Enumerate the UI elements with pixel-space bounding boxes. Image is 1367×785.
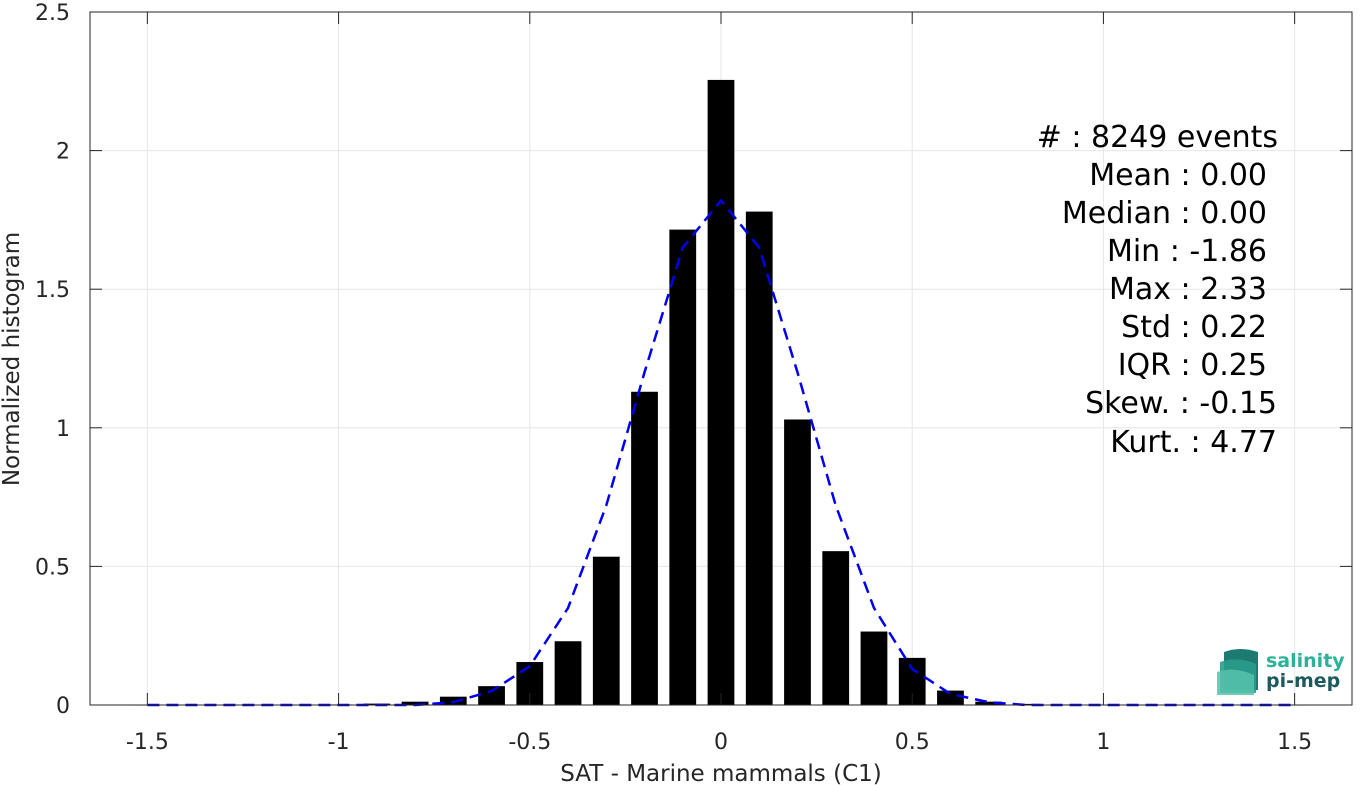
x-tick-label: -0.5	[508, 730, 551, 755]
stat-min: Min : -1.86	[1107, 234, 1267, 269]
histogram-bar	[1013, 703, 1041, 705]
stat-std: Std : 0.22	[1121, 310, 1267, 345]
histogram-bar	[401, 701, 429, 705]
y-axis-ticks: 0 0.5 1 1.5 2 2.5	[35, 1, 1352, 719]
stat-kurt: Kurt. : 4.77	[1110, 425, 1277, 460]
histogram-bar	[439, 696, 467, 705]
histogram-bar	[784, 419, 811, 705]
stat-median: Median : 0.00	[1062, 196, 1267, 231]
salinity-pimep-logo: salinity pi-mep	[1217, 649, 1345, 695]
stat-max: Max : 2.33	[1109, 272, 1267, 307]
histogram-bars	[133, 79, 1309, 706]
histogram-bar	[860, 631, 888, 705]
x-axis-label: SAT - Marine mammals (C1)	[560, 761, 882, 785]
histogram-bar	[937, 690, 964, 705]
histogram-bar	[975, 701, 1003, 705]
y-tick-label: 2	[56, 140, 70, 165]
stat-skew: Skew. : -0.15	[1085, 386, 1277, 421]
x-tick-label: 1.5	[1277, 730, 1312, 755]
y-axis-label: Normalized histogram	[0, 232, 25, 486]
histogram-bar	[478, 686, 505, 705]
histogram-bar	[707, 79, 735, 705]
x-tick-label: 0.5	[895, 730, 930, 755]
y-tick-label: 0	[56, 694, 70, 719]
histogram-bar	[631, 391, 658, 705]
histogram-bar	[822, 551, 850, 705]
stat-mean: Mean : 0.00	[1089, 158, 1267, 193]
y-tick-label: 0.5	[35, 555, 70, 580]
stat-iqr: IQR : 0.25	[1118, 348, 1267, 383]
x-tick-label: 1	[1096, 730, 1110, 755]
x-axis-ticks: -1.5 -1 -0.5 0 0.5 1 1.5	[126, 12, 1312, 755]
histogram-bar	[554, 641, 582, 705]
stat-count: # : 8249 events	[1037, 120, 1278, 155]
x-tick-label: -1	[328, 730, 350, 755]
histogram-bar	[745, 211, 773, 706]
logo-text-pimep: pi-mep	[1266, 670, 1340, 692]
histogram-bar	[669, 229, 697, 706]
logo-text-salinity: salinity	[1266, 650, 1345, 672]
statistics-box: # : 8249 events Mean : 0.00 Median : 0.0…	[1037, 120, 1278, 460]
x-tick-label: -1.5	[126, 730, 169, 755]
logo-waves-icon	[1217, 649, 1258, 695]
x-tick-label: 0	[714, 730, 728, 755]
y-tick-label: 2.5	[35, 1, 70, 26]
histogram-bar	[592, 556, 620, 705]
y-tick-label: 1.5	[35, 278, 70, 303]
y-tick-label: 1	[56, 417, 70, 442]
